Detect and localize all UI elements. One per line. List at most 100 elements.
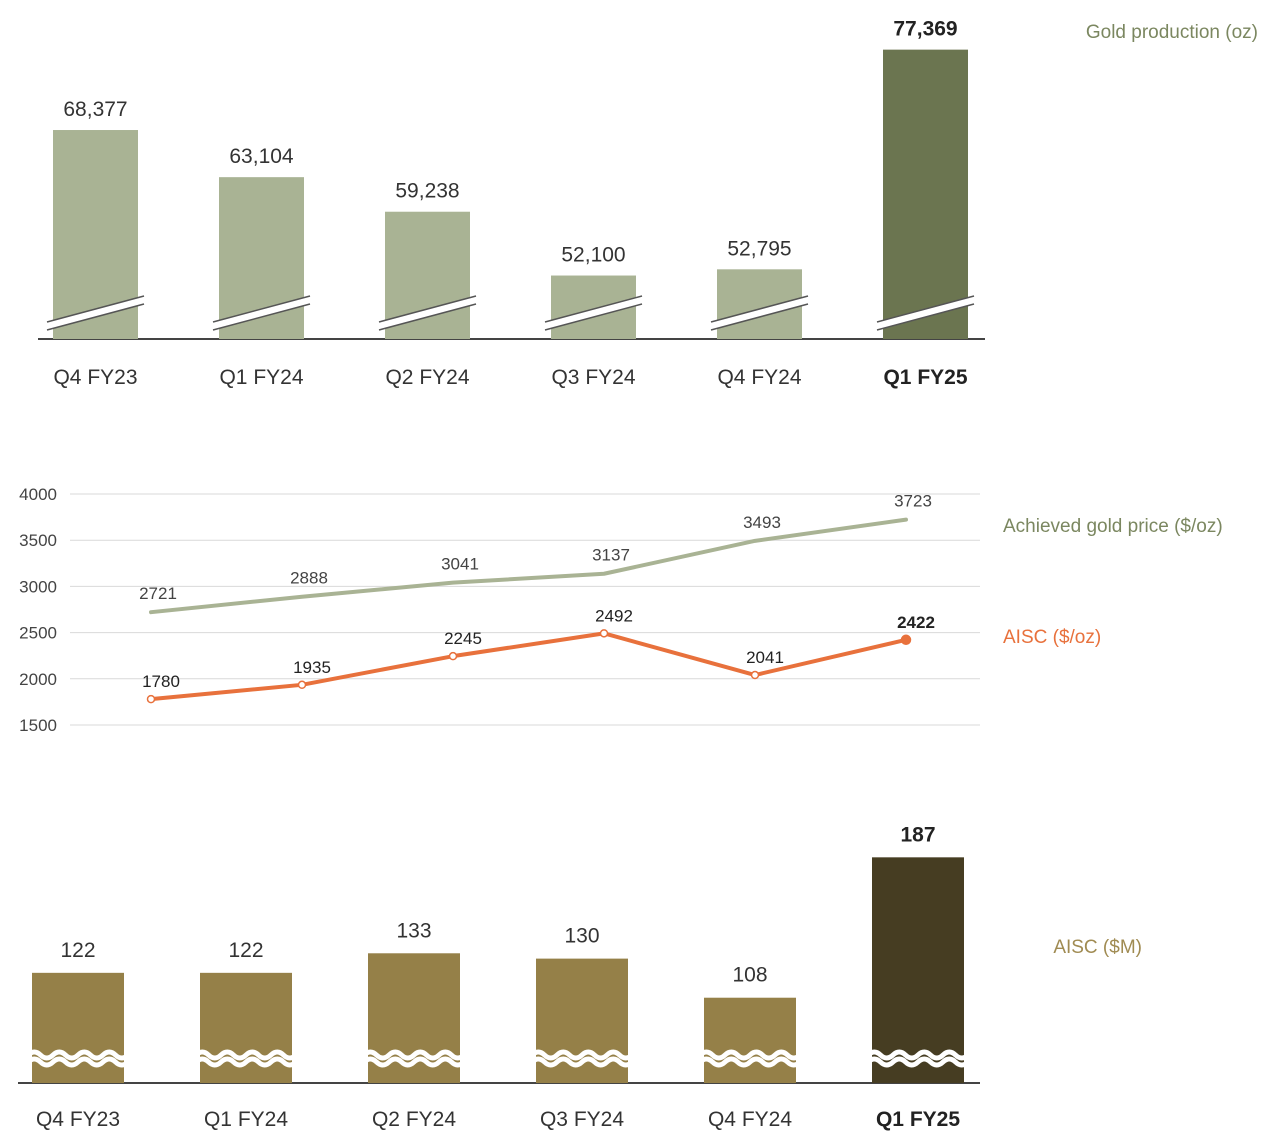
aisc-data-point bbox=[900, 634, 912, 646]
axis-break-mark bbox=[212, 296, 311, 330]
aisc-data-label: 1780 bbox=[142, 672, 180, 691]
axis-break-mark bbox=[194, 1049, 298, 1061]
y-tick-label: 4000 bbox=[19, 485, 57, 504]
production-value-label: 52,795 bbox=[727, 237, 791, 260]
aisc-data-labels: 1780 1935 2245 2492 2041 2422 bbox=[142, 606, 935, 691]
aisc-data-point bbox=[599, 629, 609, 638]
y-tick-label: 2000 bbox=[19, 670, 57, 689]
axis-break-edge bbox=[544, 295, 643, 323]
axis-break-mark bbox=[866, 1056, 970, 1068]
aisc-cost-value-label: 122 bbox=[228, 939, 263, 962]
aisc-series-points bbox=[146, 629, 912, 704]
axis-break-mark bbox=[362, 1049, 466, 1061]
axis-break-edge bbox=[710, 303, 809, 331]
aisc-data-point bbox=[750, 670, 760, 680]
production-category-label: Q1 FY24 bbox=[219, 366, 303, 389]
aisc-cost-category-label: Q1 FY24 bbox=[204, 1108, 288, 1131]
axis-break-mark bbox=[46, 296, 145, 330]
axis-break-mark bbox=[710, 296, 809, 330]
aisc-data-point bbox=[297, 680, 307, 690]
aisc-cost-category-label: Q1 FY25 bbox=[876, 1108, 960, 1131]
production-bars bbox=[46, 49, 975, 340]
axis-break-mark bbox=[194, 1056, 298, 1068]
axis-break-mark bbox=[530, 1056, 634, 1068]
aisc-cost-legend-label: AISC ($M) bbox=[1053, 937, 1142, 958]
aisc-cost-bar bbox=[704, 997, 796, 1083]
aisc-cost-value-label: 108 bbox=[732, 964, 767, 987]
aisc-data-point bbox=[146, 694, 156, 704]
production-value-labels: 68,377 63,104 59,238 52,100 52,795 77,36… bbox=[63, 18, 957, 267]
aisc-cost-category-label: Q4 FY24 bbox=[708, 1108, 792, 1131]
production-category-label: Q4 FY23 bbox=[53, 366, 137, 389]
production-category-label: Q1 FY25 bbox=[883, 366, 967, 389]
production-category-label: Q2 FY24 bbox=[385, 366, 469, 389]
production-legend-label: Gold production (oz) bbox=[1086, 22, 1258, 43]
aisc-data-label: 2492 bbox=[595, 606, 633, 625]
axis-break-mark bbox=[698, 1049, 802, 1061]
aisc-cost-category-label: Q4 FY23 bbox=[36, 1108, 120, 1131]
gold-price-data-label: 2888 bbox=[290, 569, 328, 588]
axis-break-edge bbox=[710, 295, 809, 323]
gold-price-data-labels: 2721 2888 3041 3137 3493 3723 bbox=[139, 492, 932, 604]
axis-break-mark bbox=[378, 296, 477, 330]
gold-production-chart: 68,377 63,104 59,238 52,100 52,795 77,36… bbox=[38, 18, 1258, 389]
gold-price-series-line bbox=[149, 517, 908, 615]
axis-break-edge bbox=[46, 295, 145, 323]
production-category-label: Q3 FY24 bbox=[551, 366, 635, 389]
line-chart-y-ticks: 4000 3500 3000 2500 2000 1500 bbox=[19, 485, 57, 735]
axis-break-mark bbox=[362, 1056, 466, 1068]
aisc-cost-chart: 122 122 133 130 108 187 Q4 FY23 Q1 FY24 … bbox=[18, 823, 1142, 1131]
aisc-cost-value-label: 133 bbox=[396, 919, 431, 942]
production-value-label: 52,100 bbox=[561, 244, 625, 267]
line-chart-gridlines bbox=[70, 493, 980, 726]
gold-price-data-label: 3723 bbox=[894, 492, 932, 511]
production-value-label: 77,369 bbox=[893, 18, 957, 41]
axis-break-mark bbox=[544, 296, 643, 330]
axis-break-edge bbox=[544, 303, 643, 331]
aisc-data-label: 2422 bbox=[897, 613, 935, 632]
aisc-cost-value-label: 122 bbox=[60, 939, 95, 962]
aisc-cost-category-label: Q3 FY24 bbox=[540, 1108, 624, 1131]
gold-price-data-label: 2721 bbox=[139, 584, 177, 603]
aisc-cost-bar bbox=[872, 857, 964, 1083]
axis-break-edge bbox=[876, 303, 975, 331]
gold-price-data-label: 3041 bbox=[441, 555, 479, 574]
y-tick-label: 3500 bbox=[19, 531, 57, 550]
aisc-cost-value-label: 130 bbox=[564, 925, 599, 948]
production-category-labels: Q4 FY23 Q1 FY24 Q2 FY24 Q3 FY24 Q4 FY24 … bbox=[53, 366, 967, 389]
axis-break-mark bbox=[26, 1056, 130, 1068]
axis-break-mark bbox=[26, 1049, 130, 1061]
axis-break-edge bbox=[212, 295, 311, 323]
axis-break-mark bbox=[876, 296, 975, 330]
axis-break-edge bbox=[378, 303, 477, 331]
y-tick-label: 3000 bbox=[19, 577, 57, 596]
gold-price-legend-label: Achieved gold price ($/oz) bbox=[1003, 516, 1223, 537]
axis-break-edge bbox=[212, 303, 311, 331]
gold-price-data-label: 3137 bbox=[592, 546, 630, 565]
axis-break-mark bbox=[698, 1056, 802, 1068]
production-value-label: 68,377 bbox=[63, 98, 127, 121]
axis-break-edge bbox=[46, 303, 145, 331]
aisc-data-label: 2041 bbox=[746, 648, 784, 667]
production-bar bbox=[883, 49, 968, 340]
aisc-cost-value-label: 187 bbox=[900, 823, 935, 846]
aisc-cost-category-labels: Q4 FY23 Q1 FY24 Q2 FY24 Q3 FY24 Q4 FY24 … bbox=[36, 1108, 960, 1131]
aisc-cost-category-label: Q2 FY24 bbox=[372, 1108, 456, 1131]
aisc-cost-value-labels: 122 122 133 130 108 187 bbox=[60, 823, 935, 986]
axis-break-edge bbox=[876, 295, 975, 323]
axis-break-mark bbox=[530, 1049, 634, 1061]
y-tick-label: 2500 bbox=[19, 624, 57, 643]
aisc-cost-bars bbox=[26, 857, 970, 1083]
y-tick-label: 1500 bbox=[19, 716, 57, 735]
aisc-data-label: 2245 bbox=[444, 629, 482, 648]
production-value-label: 63,104 bbox=[229, 145, 294, 168]
aisc-data-point bbox=[448, 651, 458, 661]
production-category-label: Q4 FY24 bbox=[717, 366, 801, 389]
aisc-data-label: 1935 bbox=[293, 658, 331, 677]
aisc-series-line bbox=[149, 631, 908, 702]
gold-price-data-label: 3493 bbox=[743, 513, 781, 532]
aisc-legend-label: AISC ($/oz) bbox=[1003, 627, 1101, 648]
price-aisc-line-chart: 4000 3500 3000 2500 2000 1500 2721 2888 … bbox=[19, 485, 1223, 735]
production-value-label: 59,238 bbox=[395, 180, 459, 203]
